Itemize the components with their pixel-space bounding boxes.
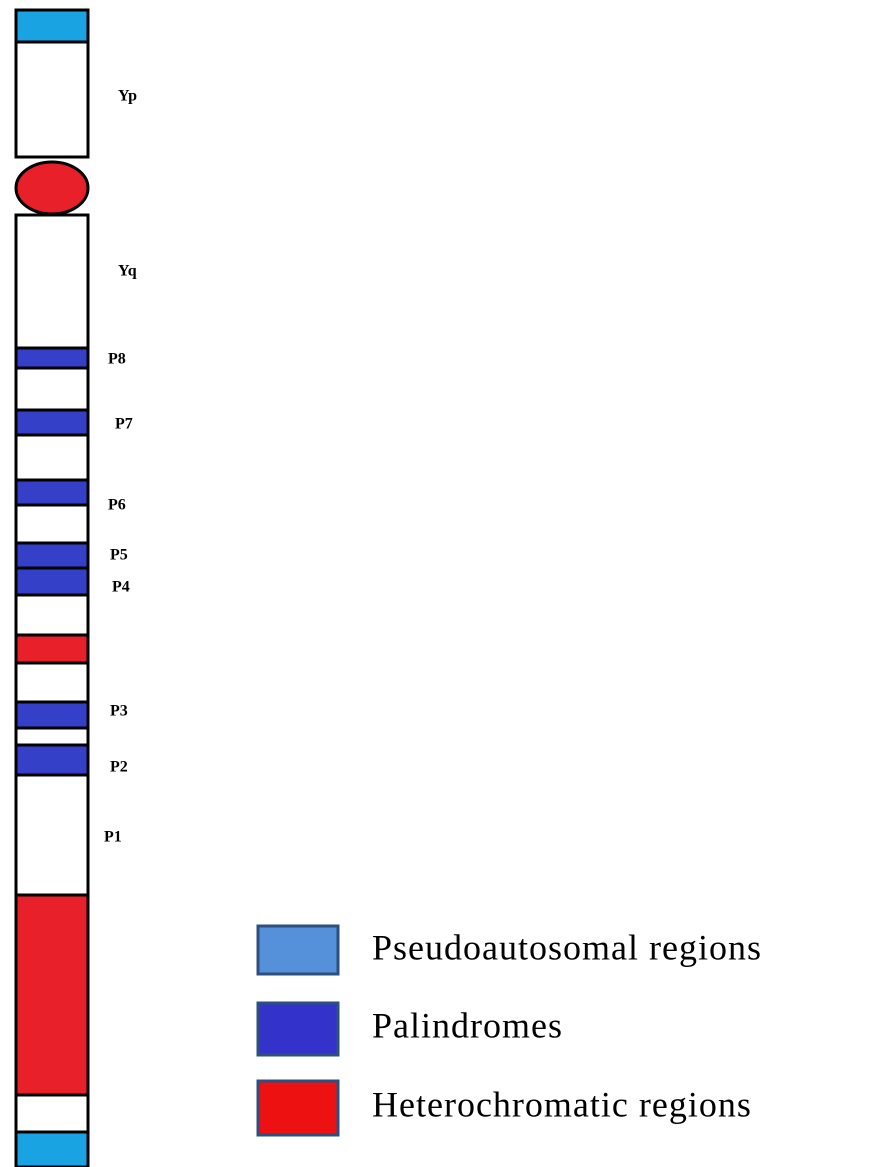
chromosome	[16, 10, 88, 1167]
legend-swatch	[258, 1003, 338, 1055]
palindrome-label: P5	[110, 547, 128, 564]
palindrome-band	[16, 745, 88, 775]
legend-label: Pseudoautosomal regions	[372, 927, 762, 967]
pseudoautosomal-band	[16, 1132, 88, 1167]
legend-label: Palindromes	[372, 1005, 563, 1045]
legend-swatch	[258, 1081, 338, 1135]
pseudoautosomal-band	[16, 10, 88, 42]
palindrome-label: P3	[110, 703, 128, 720]
palindrome-label: P1	[104, 829, 122, 846]
arm-label: Yp	[118, 88, 137, 105]
palindrome-band	[16, 480, 88, 505]
palindrome-band	[16, 410, 88, 435]
legend-swatch	[258, 926, 338, 974]
palindrome-label: P2	[110, 759, 128, 776]
palindrome-label: P6	[108, 497, 126, 514]
p-arm	[16, 42, 88, 157]
palindrome-label: P8	[108, 351, 126, 368]
arm-label: Yq	[118, 263, 137, 280]
legend-label: Heterochromatic regions	[372, 1084, 752, 1124]
palindrome-band	[16, 702, 88, 728]
heterochromatic-band	[16, 895, 88, 1095]
legend: Pseudoautosomal regions Palindromes Hete…	[258, 926, 762, 1135]
centromere	[16, 162, 88, 214]
palindrome-band	[16, 348, 88, 368]
palindrome-band	[16, 568, 88, 595]
y-chromosome-diagram: Yp Yq P8 P7 P6 P5 P4 P3 P2 P1 Pseudoauto…	[0, 0, 892, 1167]
heterochromatic-band	[16, 635, 88, 663]
palindrome-label: P7	[115, 416, 133, 433]
palindrome-band	[16, 543, 88, 568]
palindrome-label: P4	[112, 579, 130, 596]
